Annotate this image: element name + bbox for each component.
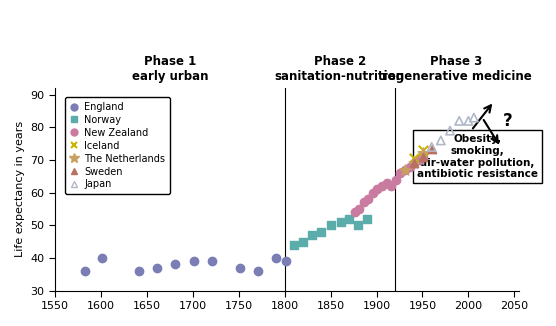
- England: [97, 255, 106, 260]
- New Zealand: [405, 164, 414, 169]
- Text: Phase 1
early urban: Phase 1 early urban: [132, 55, 208, 83]
- New Zealand: [369, 190, 378, 195]
- Norway: [317, 229, 326, 234]
- Norway: [308, 232, 317, 238]
- England: [281, 259, 290, 264]
- New Zealand: [350, 210, 359, 215]
- Iceland: [410, 156, 419, 161]
- Japan: [427, 144, 436, 150]
- England: [171, 262, 180, 267]
- The Netherlands: [400, 167, 409, 172]
- Iceland: [419, 148, 428, 153]
- Text: Obesity,
smoking,
air-water pollution,
antibiotic resistance: Obesity, smoking, air-water pollution, a…: [417, 134, 538, 179]
- New Zealand: [410, 161, 419, 166]
- New Zealand: [414, 157, 423, 163]
- Sweden: [410, 161, 419, 166]
- New Zealand: [355, 206, 364, 212]
- Sweden: [419, 154, 428, 159]
- Text: Phase 2
sanitation-nutrition: Phase 2 sanitation-nutrition: [275, 55, 405, 83]
- New Zealand: [359, 200, 368, 205]
- Norway: [326, 223, 335, 228]
- Norway: [290, 242, 299, 247]
- The Netherlands: [410, 161, 419, 166]
- England: [190, 259, 198, 264]
- England: [254, 268, 262, 274]
- Japan: [455, 118, 464, 124]
- Text: Phase 3
regenerative medicine: Phase 3 regenerative medicine: [381, 55, 532, 83]
- England: [272, 255, 281, 260]
- England: [81, 268, 90, 274]
- England: [134, 268, 143, 274]
- Japan: [469, 115, 478, 120]
- England: [208, 259, 217, 264]
- Norway: [299, 239, 307, 244]
- New Zealand: [391, 177, 400, 182]
- Norway: [336, 219, 345, 225]
- England: [235, 265, 244, 270]
- Y-axis label: Life expectancy in years: Life expectancy in years: [15, 121, 25, 258]
- Norway: [363, 216, 372, 221]
- New Zealand: [387, 184, 396, 189]
- Norway: [345, 216, 354, 221]
- New Zealand: [400, 167, 409, 172]
- New Zealand: [373, 187, 382, 192]
- Norway: [354, 223, 363, 228]
- New Zealand: [382, 180, 391, 185]
- Sweden: [427, 146, 436, 151]
- The Netherlands: [419, 151, 428, 156]
- Legend: England, Norway, New Zealand, Iceland, The Netherlands, Sweden, Japan: England, Norway, New Zealand, Iceland, T…: [64, 97, 170, 194]
- Japan: [436, 138, 445, 143]
- New Zealand: [364, 197, 373, 202]
- Japan: [445, 128, 454, 133]
- New Zealand: [378, 184, 386, 189]
- England: [152, 265, 161, 270]
- New Zealand: [419, 154, 428, 159]
- New Zealand: [396, 170, 405, 176]
- Text: ?: ?: [503, 112, 513, 130]
- Japan: [464, 118, 473, 124]
